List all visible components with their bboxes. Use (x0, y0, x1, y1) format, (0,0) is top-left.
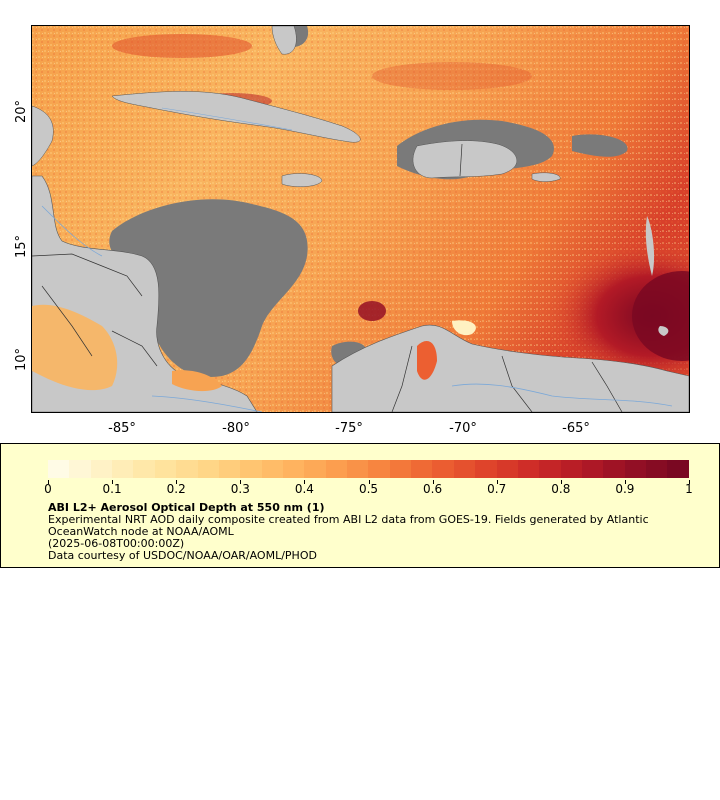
colorbar-segment (112, 460, 134, 478)
colorbar-tick-label: 0 (44, 482, 52, 496)
colorbar-segment (560, 460, 582, 478)
colorbar-tick (624, 480, 626, 484)
colorbar-segment (69, 460, 91, 478)
colorbar-tick (432, 480, 434, 484)
colorbar-segment (48, 460, 70, 478)
colorbar-segment (240, 460, 262, 478)
colorbar-segment (411, 460, 433, 478)
colorbar-tick (176, 480, 178, 484)
colorbar-tick (560, 480, 562, 484)
x-tick-label: -65° (562, 421, 590, 436)
colorbar-tick-label: 0.3 (230, 482, 250, 496)
colorbar (48, 460, 689, 478)
land-antilles (645, 216, 655, 276)
colorbar-segment (475, 460, 497, 478)
colorbar-segment (581, 460, 604, 478)
land-hispaniola (412, 140, 518, 179)
colorbar-tick (240, 480, 242, 484)
colorbar-segment (325, 460, 348, 478)
land-trinidad (658, 326, 669, 336)
colorbar-tick-label: 0.6 (423, 482, 443, 496)
colorbar-segment (389, 460, 412, 478)
aod-map-image (32, 26, 689, 412)
colorbar-segment (646, 460, 668, 478)
legend-credit: Data courtesy of USDOC/NOAA/OAR/AOML/PHO… (48, 549, 317, 562)
y-tick-label: 10° (14, 347, 30, 372)
colorbar-segment (624, 460, 647, 478)
aod-streak (372, 62, 532, 90)
colorbar-segment (667, 460, 689, 478)
colorbar-segment (347, 460, 369, 478)
land-jamaica (281, 173, 323, 187)
y-tick-label: 20° (14, 99, 30, 124)
colorbar-tick (368, 480, 370, 484)
colorbar-segment (154, 460, 177, 478)
colorbar-tick-label: 0.1 (102, 482, 122, 496)
aod-hotspot (542, 236, 689, 396)
colorbar-segment (90, 460, 113, 478)
colorbar-segment (282, 460, 305, 478)
colorbar-tick (112, 480, 114, 484)
x-tick-label: -80° (222, 421, 250, 436)
land-puerto-rico (531, 172, 561, 182)
aod-patch (452, 320, 476, 336)
colorbar-tick (496, 480, 498, 484)
aod-map[interactable] (31, 25, 690, 413)
x-tick-label: -85° (108, 421, 136, 436)
colorbar-segment (133, 460, 155, 478)
y-tick-label: 15° (14, 234, 30, 259)
legend-title: ABI L2+ Aerosol Optical Depth at 550 nm … (48, 501, 325, 514)
colorbar-tick (48, 480, 49, 484)
legend-timestamp: (2025-06-08T00:00:00Z) (48, 537, 185, 550)
colorbar-segment (453, 460, 476, 478)
colorbar-tick-label: 0.2 (166, 482, 186, 496)
colorbar-tick-label: 0.7 (487, 482, 507, 496)
no-data-region (109, 199, 308, 377)
colorbar-segment (304, 460, 326, 478)
legend-description-cont: OceanWatch node at NOAA/AOML (48, 525, 234, 538)
colorbar-tick (689, 480, 690, 484)
land-yucatan (32, 105, 54, 167)
aod-pacific-patch (32, 304, 118, 391)
land-florida (271, 26, 297, 55)
aod-lake-maracaibo (417, 341, 437, 380)
colorbar-segment (368, 460, 390, 478)
no-data-region (572, 134, 628, 157)
colorbar-segment (539, 460, 561, 478)
colorbar-tick-label: 0.9 (615, 482, 635, 496)
colorbar-tick-label: 0.5 (358, 482, 379, 496)
colorbar-tick-label: 1 (685, 482, 693, 496)
colorbar-tick-label: 0.4 (294, 482, 314, 496)
colorbar-tick (304, 480, 306, 484)
aod-streak (358, 301, 386, 321)
colorbar-segment (218, 460, 241, 478)
colorbar-segment (496, 460, 518, 478)
colorbar-segment (432, 460, 454, 478)
x-tick-label: -75° (335, 421, 363, 436)
legend-panel: ABI L2+ Aerosol Optical Depth at 550 nm … (0, 443, 720, 568)
x-tick-label: -70° (449, 421, 477, 436)
colorbar-segment (261, 460, 283, 478)
land-cuba (111, 91, 361, 143)
legend-description: Experimental NRT AOD daily composite cre… (48, 513, 649, 526)
aod-patch (172, 370, 222, 392)
colorbar-tick-label: 0.8 (551, 482, 571, 496)
aod-hotspot-core (632, 271, 689, 361)
colorbar-segment (603, 460, 625, 478)
aod-streak (112, 34, 252, 58)
colorbar-segment (176, 460, 198, 478)
colorbar-segment (517, 460, 540, 478)
colorbar-segment (197, 460, 219, 478)
